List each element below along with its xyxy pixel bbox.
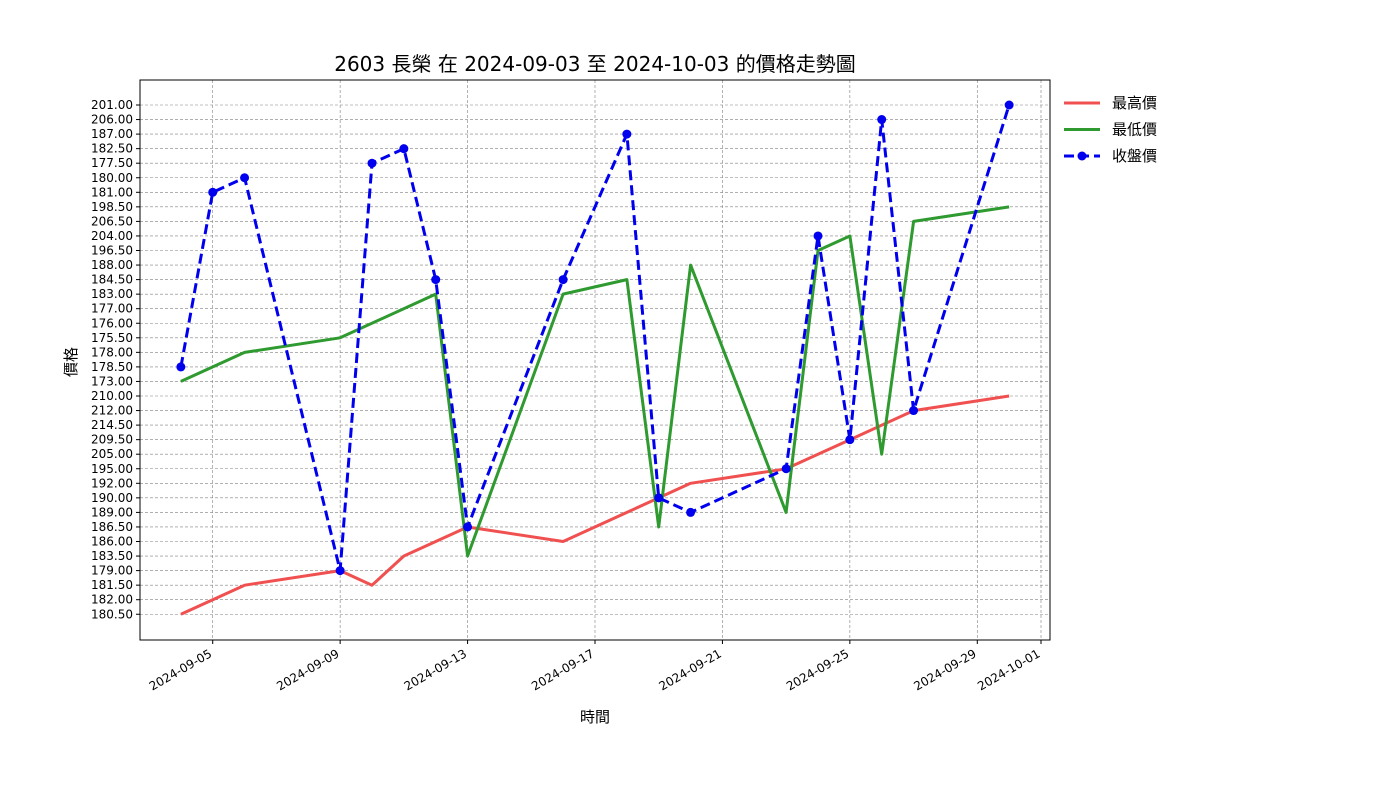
y-tick-label: 176.00: [91, 316, 133, 330]
y-tick-label: 175.50: [91, 331, 133, 345]
y-tick-label: 210.00: [91, 389, 133, 403]
series-line-2: [180, 205, 1010, 558]
grid-lines: [140, 80, 1050, 640]
series-point: [845, 435, 855, 445]
y-tick-label: 180.50: [91, 607, 133, 621]
series-line-1: [180, 394, 1010, 616]
y-tick-label: 189.00: [91, 505, 133, 519]
y-tick-label: 177.00: [91, 302, 133, 316]
series-line-3: [179, 104, 1011, 573]
y-tick-label: 198.50: [91, 200, 133, 214]
y-tick-label: 182.50: [91, 142, 133, 156]
y-tick-label: 179.00: [91, 564, 133, 578]
series-point: [654, 493, 664, 503]
series-point: [813, 231, 823, 241]
series-point: [431, 275, 441, 285]
y-tick-label: 209.50: [91, 433, 133, 447]
y-tick-label: 192.00: [91, 476, 133, 490]
series-point: [208, 187, 218, 197]
series-point: [463, 522, 473, 532]
series-layer: [176, 100, 1014, 616]
y-tick-label: 188.00: [91, 258, 133, 272]
y-tick-label: 190.00: [91, 491, 133, 505]
y-tick-label: 178.00: [91, 345, 133, 359]
y-tick-label: 183.50: [91, 549, 133, 563]
series-point: [1004, 100, 1014, 110]
series-point: [622, 129, 632, 139]
y-tick-label: 195.00: [91, 462, 133, 476]
y-tick-label: 186.50: [91, 520, 133, 534]
y-tick-label: 173.00: [91, 374, 133, 388]
y-tick-label: 205.00: [91, 447, 133, 461]
series-point: [686, 507, 696, 517]
y-tick-label: 177.50: [91, 156, 133, 170]
legend-marker: [1077, 151, 1087, 161]
y-axis-label: 價格: [62, 347, 80, 377]
series-point: [909, 406, 919, 416]
y-tick-label: 206.00: [91, 113, 133, 127]
chart-title: 2603 長榮 在 2024-09-03 至 2024-10-03 的價格走勢圖: [334, 52, 856, 76]
y-tick-label: 204.00: [91, 229, 133, 243]
y-tick-label: 184.50: [91, 273, 133, 287]
y-tick-label: 186.00: [91, 535, 133, 549]
legend-label: 最低價: [1112, 121, 1157, 139]
y-tick-label: 201.00: [91, 98, 133, 112]
y-tick-label: 182.00: [91, 593, 133, 607]
series-point: [558, 275, 568, 285]
y-axis: 180.50182.00181.50179.00183.50186.00186.…: [91, 98, 140, 621]
series-point: [367, 158, 377, 168]
y-tick-label: 178.50: [91, 360, 133, 374]
x-axis-label: 時間: [580, 708, 610, 726]
y-tick-label: 212.00: [91, 404, 133, 418]
series-point: [176, 362, 186, 372]
y-tick-label: 181.00: [91, 185, 133, 199]
series-point: [781, 464, 791, 474]
y-tick-label: 187.00: [91, 127, 133, 141]
series-point: [335, 566, 345, 576]
y-tick-label: 181.50: [91, 578, 133, 592]
y-tick-label: 214.50: [91, 418, 133, 432]
legend-label: 最高價: [1112, 94, 1157, 112]
y-tick-label: 183.00: [91, 287, 133, 301]
series-point: [877, 115, 887, 125]
series-point: [399, 144, 409, 154]
y-tick-label: 206.50: [91, 214, 133, 228]
y-tick-label: 196.50: [91, 244, 133, 258]
y-tick-label: 180.00: [91, 171, 133, 185]
series-point: [240, 173, 250, 183]
legend-label: 收盤價: [1112, 147, 1157, 165]
